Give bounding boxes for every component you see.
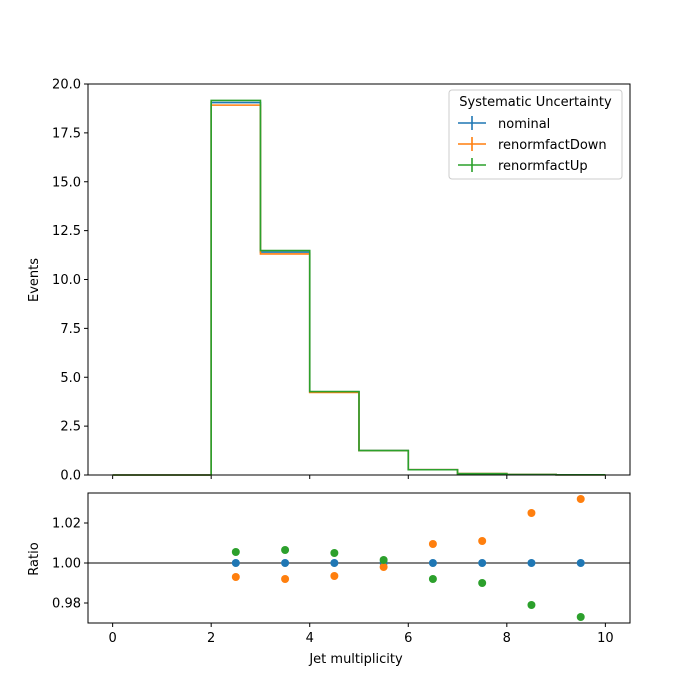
bottom-axes-frame [87,492,631,624]
top-y-tick-label: 10.0 [52,273,81,288]
ratio-point-nominal [527,559,536,567]
x-tick-label: 4 [306,631,314,646]
bottom-y-tick-label: 0.98 [52,597,81,612]
y-axis-label-events: Events [27,258,42,302]
ratio-point-renormfactUp [428,575,437,583]
ratio-point-renormfactUp [379,556,388,564]
legend-title: Systematic Uncertainty [459,95,612,110]
top-y-tick-label: 0.0 [60,469,81,484]
top-y-tick-label: 12.5 [52,224,81,239]
bottom-panel: 0.98 1.00 1.02 0 2 4 6 8 10 Ratio Jet multiplic… [27,492,631,667]
legend-label-renormfactDown: renormfactDown [498,138,607,153]
ratio-point-renormfactDown [478,537,487,545]
legend-entries: nominal renormfactDown renormfactUp [458,116,607,174]
top-y-tick-label: 20.0 [52,78,81,93]
ratio-point-renormfactUp [478,579,487,587]
ratio-point-nominal [330,559,339,567]
x-tick-label: 0 [108,631,116,646]
bottom-y-ticks: 0.98 1.00 1.02 [52,517,88,612]
x-axis-label: Jet multiplicity [308,652,403,667]
ratio-point-renormfactUp [281,546,290,554]
x-tick-label: 2 [207,631,215,646]
ratio-point-renormfactDown [428,540,437,548]
x-tick-label: 6 [404,631,412,646]
ratio-point-renormfactUp [330,549,339,557]
ratio-point-renormfactDown [231,573,240,581]
top-y-tick-label: 2.5 [60,420,81,435]
ratio-points [231,495,585,621]
ratio-point-renormfactUp [231,548,240,556]
y-axis-label-ratio: Ratio [27,542,42,575]
legend-box [448,89,623,180]
x-tick-label: 10 [597,631,614,646]
top-panel: 0.02.55.07.510.012.515.017.520.0 Events … [27,78,631,484]
bottom-x-ticks: 0 2 4 6 8 10 [108,623,614,646]
ratio-point-renormfactDown [576,495,585,503]
bottom-y-tick-label: 1.00 [52,557,81,572]
x-tick-label: 8 [503,631,511,646]
ratio-point-renormfactDown [330,572,339,580]
top-axes-frame [87,83,631,476]
ratio-point-renormfactUp [527,601,536,609]
top-y-tick-label: 17.5 [52,126,81,141]
top-y-tick-label: 7.5 [60,322,81,337]
legend-label-nominal: nominal [498,117,550,132]
ratio-point-nominal [231,559,240,567]
ratio-point-nominal [428,559,437,567]
ratio-point-nominal [576,559,585,567]
bottom-y-tick-label: 1.02 [52,517,81,532]
ratio-point-renormfactUp [576,613,585,621]
legend-label-renormfactUp: renormfactUp [498,159,588,174]
top-y-ticks: 0.0 2.5 5.0 7.5 10.0 12.5 15.0 17.5 20.0 [52,78,88,484]
ratio-point-renormfactDown [527,509,536,517]
ratio-point-nominal [478,559,487,567]
ratio-point-nominal [281,559,290,567]
top-y-tick-label: 5.0 [60,371,81,386]
legend: Systematic Uncertainty nominal renormfact… [448,89,623,180]
ratio-point-renormfactDown [379,563,388,571]
ratio-point-renormfactDown [281,575,290,583]
top-y-tick-label: 15.0 [52,175,81,190]
